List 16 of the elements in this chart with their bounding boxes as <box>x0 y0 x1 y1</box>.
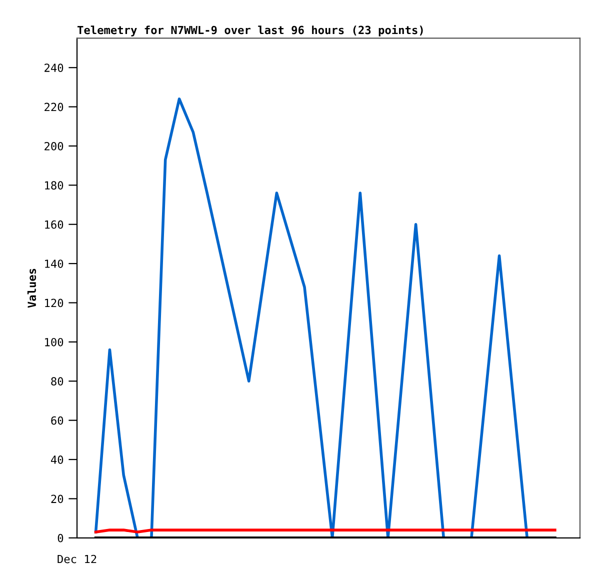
y-tick-label: 40 <box>50 456 64 464</box>
chart-title: Telemetry for N7WWL-9 over last 96 hours (23 points) <box>78 25 423 36</box>
y-tick-label: 140 <box>45 260 64 268</box>
y-tick-label: 60 <box>51 416 64 425</box>
y-tick-label: 240 <box>44 64 64 72</box>
y-tick-label: 120 <box>45 298 64 308</box>
y-tick-label: 200 <box>44 142 64 150</box>
y-tick-label: 0 <box>58 534 64 542</box>
y-axis-title: Values <box>27 268 36 308</box>
y-tick-label: 100 <box>45 338 64 346</box>
y-tick-label: 180 <box>45 181 64 190</box>
y-tick-label: 160 <box>45 220 64 229</box>
text: Dec 12 <box>58 554 96 564</box>
y-tick-label: 220 <box>44 102 64 112</box>
y-tick-label: 20 <box>51 494 64 504</box>
y-tick-label: 80 <box>51 377 64 386</box>
